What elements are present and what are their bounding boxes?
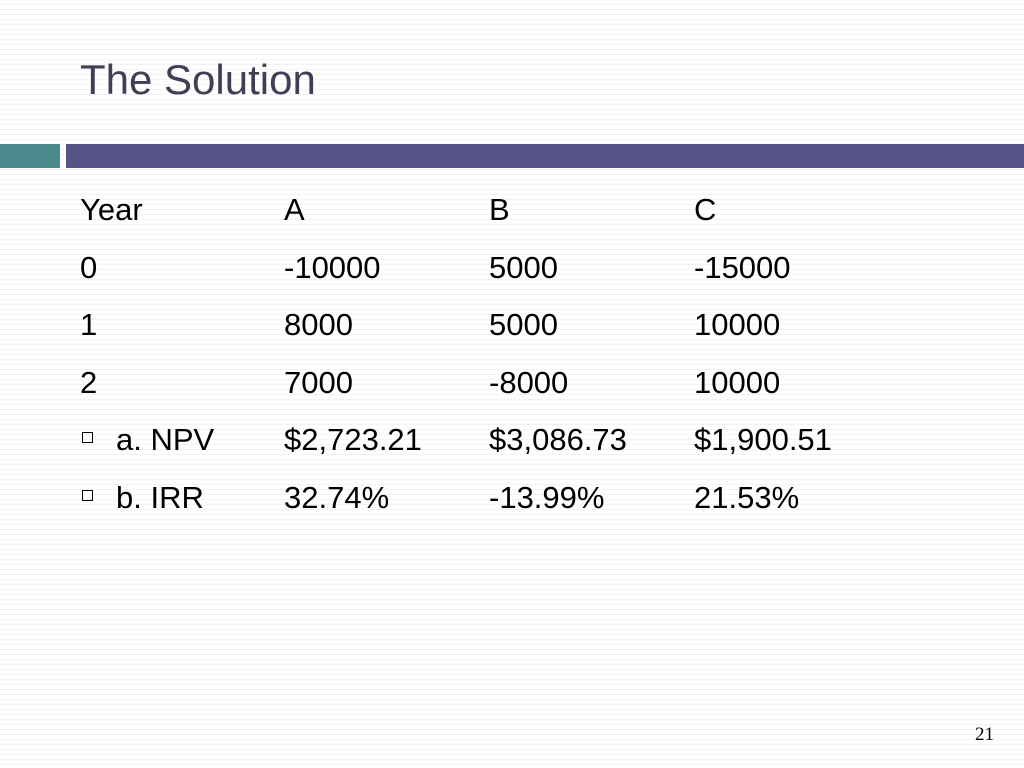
cell-b: 5000	[489, 307, 558, 342]
cell-c: 10000	[694, 364, 781, 400]
cell-b: -8000	[489, 364, 569, 400]
page-number: 21	[975, 724, 994, 745]
header-a: A	[284, 192, 305, 227]
row-year: 1	[80, 307, 98, 342]
square-bullet-icon	[82, 432, 93, 443]
header-b: B	[489, 192, 510, 227]
cell-b: 5000	[489, 249, 558, 285]
slide-title: The Solution	[80, 56, 316, 103]
square-bullet-icon	[82, 489, 93, 501]
npv-a: $2,723.21	[284, 422, 422, 457]
npv-c: $1,900.51	[694, 422, 832, 457]
irr-label: b. IRR	[116, 479, 204, 515]
cell-a: -10000	[284, 249, 381, 285]
irr-b: -13.99%	[489, 479, 605, 515]
row-year: 2	[80, 364, 98, 400]
irr-a: 32.74%	[284, 479, 390, 515]
cell-a: 8000	[284, 307, 353, 342]
cell-c: 10000	[694, 307, 781, 342]
header-c: C	[694, 192, 717, 227]
cell-a: 7000	[284, 364, 353, 400]
npv-label: a. NPV	[116, 422, 215, 457]
irr-c: 21.53%	[694, 479, 800, 515]
row-year: 0	[80, 249, 98, 285]
accent-bar-purple	[66, 144, 1024, 168]
header-year: Year	[80, 192, 143, 227]
accent-bar-teal	[0, 144, 60, 168]
npv-b: $3,086.73	[489, 422, 627, 457]
cell-c: -15000	[694, 249, 791, 285]
